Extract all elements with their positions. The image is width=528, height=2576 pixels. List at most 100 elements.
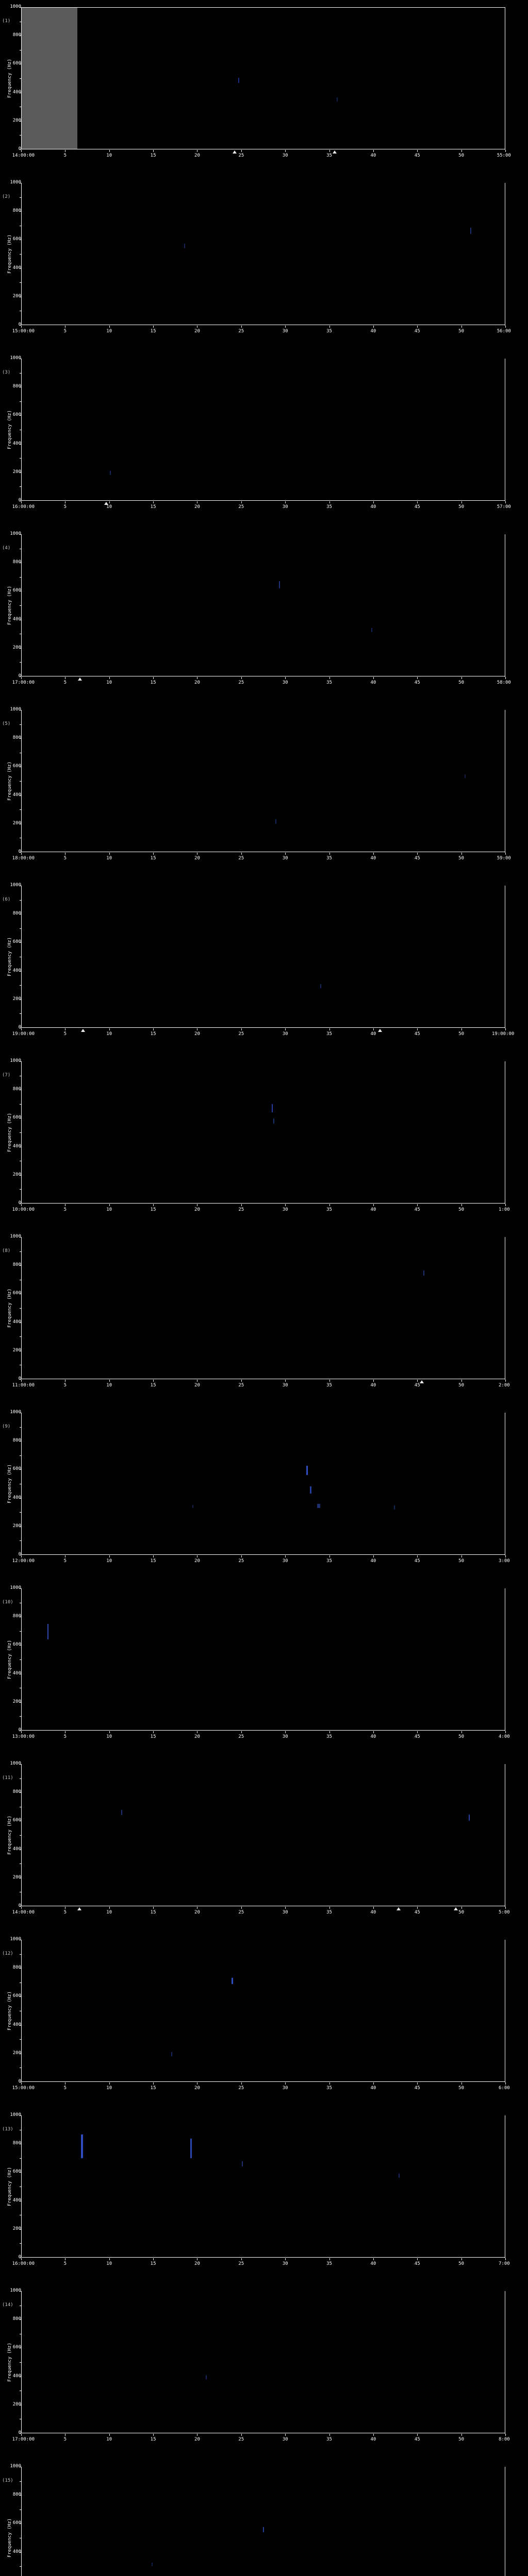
plot-area[interactable]	[21, 7, 505, 149]
x-tick-mark	[153, 853, 154, 855]
plot-area[interactable]	[21, 534, 505, 676]
plot-area[interactable]	[21, 2291, 505, 2433]
plot-area[interactable]	[21, 886, 505, 1028]
x-tick-label: 10	[106, 329, 112, 334]
spectrogram-panel[interactable]: Frequency (Hz) (4) 0 200 400 600 800 1000 17:00:…	[0, 527, 528, 703]
x-tick-label: 50	[458, 856, 465, 861]
x-tick-mark	[153, 1555, 154, 1557]
y-axis-ticks: 0 200 400 600 800 1000	[0, 1586, 21, 1733]
x-tick-label: 15	[150, 2437, 156, 2442]
signal-mark	[151, 2563, 153, 2567]
plot-area[interactable]	[21, 1061, 505, 1204]
detection-marker[interactable]	[77, 1907, 81, 1910]
x-tick-label: 17:00:00	[12, 680, 35, 685]
x-tick-label: 10	[106, 2261, 112, 2266]
detection-marker[interactable]	[377, 1029, 382, 1032]
y-tick-label: 600	[12, 1818, 21, 1823]
y-tick-label: 800	[12, 1614, 21, 1619]
spectrogram-panel[interactable]: Frequency (Hz) (1) 0 200 400 600 800 1000 14:00:…	[0, 0, 528, 176]
plot-area[interactable]	[21, 1588, 505, 1731]
y-tick-label: 200	[12, 1347, 21, 1353]
y-tick-label: 600	[12, 1115, 21, 1121]
detection-marker[interactable]	[233, 150, 237, 154]
x-tick-mark	[21, 2258, 22, 2260]
x-axis-ticks: 18:00:00 5 10 15 20 25 30 35 40 45 50 59:00	[12, 853, 511, 863]
y-tick-mark	[19, 676, 21, 677]
plot-area[interactable]	[21, 359, 505, 501]
spectrogram-panel[interactable]: Frequency (Hz) (6) 0 200 400 600 800 1000 19:00:…	[0, 878, 528, 1054]
spectrogram-panel[interactable]: Frequency (Hz) (9) 0 200 400 600 800 1000 12:00:…	[0, 1405, 528, 1581]
detection-marker[interactable]	[454, 1907, 458, 1910]
plot-area[interactable]	[21, 1237, 505, 1379]
x-tick-label: 17:00:00	[12, 2437, 35, 2442]
x-tick-label: 30	[282, 1383, 288, 1388]
spectrogram-panel[interactable]: Frequency (Hz) (5) 0 200 400 600 800 1000 18:00:…	[0, 703, 528, 878]
data-block	[22, 8, 77, 149]
plot-area[interactable]	[21, 2467, 505, 2576]
plot-area[interactable]	[21, 2115, 505, 2258]
spectrogram-panel[interactable]: Frequency (Hz) (10) 0 200 400 600 800 1000 13:00…	[0, 1581, 528, 1757]
x-tick-label: 45	[414, 1558, 420, 1564]
signal-mark	[109, 471, 111, 476]
y-tick-mark-minor	[20, 282, 21, 283]
detection-marker[interactable]	[333, 150, 337, 154]
y-tick-mark	[19, 999, 21, 1000]
x-tick-label: 25	[238, 1558, 244, 1564]
plot-area[interactable]	[21, 183, 505, 325]
y-tick-label: 200	[12, 1874, 21, 1880]
x-tick-mark	[329, 1555, 330, 1557]
y-tick-label: 400	[12, 2373, 21, 2379]
signal-mark	[470, 228, 472, 234]
x-tick-mark	[285, 2434, 286, 2436]
y-tick-mark-minor	[20, 486, 21, 487]
y-tick-mark	[19, 2495, 21, 2496]
y-tick-label: 0	[18, 1200, 21, 1206]
plot-area[interactable]	[21, 1413, 505, 1555]
spectrogram-panel[interactable]: Frequency (Hz) (2) 0 200 400 600 800 1000 15:00:…	[0, 176, 528, 351]
x-tick-label: 20	[194, 2437, 200, 2442]
signal-mark	[47, 1624, 48, 1640]
x-tick-label: 20	[194, 1031, 200, 1037]
x-tick-label: 20	[194, 2261, 200, 2266]
spectrogram-panel[interactable]: Frequency (Hz) (13) 0 200 400 600 800 1000 16:00…	[0, 2108, 528, 2284]
spectrogram-panel[interactable]: Frequency (Hz) (3) 0 200 400 600 800 1000 16:00:…	[0, 351, 528, 527]
detection-marker[interactable]	[397, 1907, 401, 1910]
signal-mark	[423, 1270, 425, 1276]
x-axis-ticks: 17:00:00 5 10 15 20 25 30 35 40 45 50 8:00	[12, 2434, 510, 2444]
spectrogram-panel[interactable]: Frequency (Hz) (11) 0 200 400 600 800 1000 14:00…	[0, 1757, 528, 1933]
x-tick-label: 35	[326, 2086, 332, 2091]
spectrogram-panel[interactable]: Frequency (Hz) (7) 0 200 400 600 800 1000 10:00:…	[0, 1054, 528, 1230]
detection-marker[interactable]	[77, 677, 82, 681]
y-tick-mark	[19, 1469, 21, 1470]
y-tick-label: 800	[12, 1965, 21, 1971]
y-tick-label: 600	[12, 1993, 21, 1999]
spectrogram-panel[interactable]: Frequency (Hz)(15)0200400600800100018:00…	[0, 2460, 528, 2576]
y-tick-mark	[19, 472, 21, 473]
x-tick-mark	[505, 2082, 506, 2084]
x-tick-label: 30	[282, 329, 288, 334]
plot-area[interactable]	[21, 1940, 505, 2082]
spectrogram-panel[interactable]: Frequency (Hz) (12) 0 200 400 600 800 1000 15:00…	[0, 1933, 528, 2108]
x-tick-mark	[505, 1907, 506, 1909]
plot-area[interactable]	[21, 1764, 505, 1906]
y-tick-label: 400	[12, 2197, 21, 2203]
x-tick-mark	[505, 1028, 506, 1030]
x-axis-ticks: 12:00:00 5 10 15 20 25 30 35 40 45 50 3:00	[12, 1555, 510, 1566]
x-tick-mark	[417, 1907, 418, 1909]
plot-area[interactable]	[21, 710, 505, 852]
x-tick-mark	[417, 1204, 418, 1206]
x-tick-label: 35	[326, 2261, 332, 2266]
detection-marker[interactable]	[81, 1029, 86, 1032]
detection-marker[interactable]	[104, 502, 109, 505]
y-tick-label: 1000	[10, 1410, 21, 1415]
x-tick-label: 55:00	[497, 153, 511, 158]
x-tick-mark	[285, 501, 286, 503]
detection-marker[interactable]	[419, 1380, 424, 1383]
panel-index-label: (6)	[2, 897, 11, 902]
spectrogram-panel[interactable]: Frequency (Hz) (8) 0 200 400 600 800 1000 11:00:…	[0, 1230, 528, 1405]
x-tick-label: 25	[238, 2086, 244, 2091]
y-tick-label: 400	[12, 2022, 21, 2027]
y-tick-label: 800	[12, 32, 21, 38]
spectrogram-panel[interactable]: Frequency (Hz) (14) 0 200 400 600 800 1000 17:00…	[0, 2284, 528, 2460]
x-tick-mark	[109, 1204, 110, 1206]
